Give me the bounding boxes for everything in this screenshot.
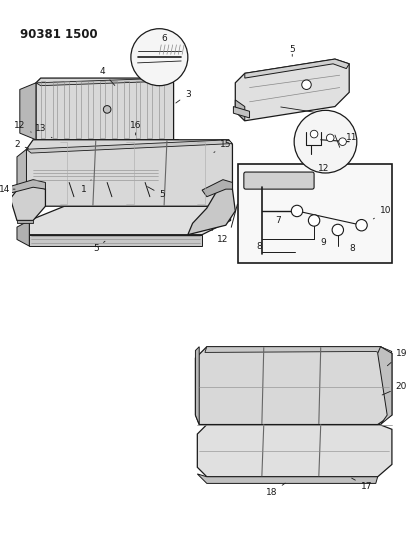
Circle shape [103, 106, 111, 113]
FancyBboxPatch shape [238, 164, 392, 263]
Circle shape [339, 138, 346, 146]
Circle shape [302, 80, 311, 90]
Text: 20: 20 [382, 382, 407, 395]
Circle shape [332, 224, 344, 236]
Text: 6: 6 [161, 34, 167, 43]
Polygon shape [17, 221, 33, 223]
Polygon shape [20, 154, 31, 182]
Text: 19: 19 [387, 349, 407, 366]
Circle shape [356, 220, 367, 231]
Polygon shape [36, 78, 174, 86]
Polygon shape [205, 346, 392, 356]
Text: 14: 14 [0, 184, 15, 193]
Circle shape [310, 130, 318, 138]
Text: 13: 13 [35, 124, 52, 138]
Text: 5: 5 [289, 45, 295, 54]
Polygon shape [29, 206, 230, 235]
Polygon shape [20, 83, 36, 140]
Text: 90381 1500: 90381 1500 [20, 28, 97, 41]
Polygon shape [10, 184, 46, 221]
Polygon shape [17, 149, 26, 201]
Circle shape [326, 134, 334, 142]
Circle shape [291, 205, 303, 216]
Polygon shape [197, 425, 392, 477]
Text: 7: 7 [275, 216, 281, 225]
Polygon shape [197, 474, 378, 483]
Polygon shape [195, 346, 199, 425]
Text: 8: 8 [256, 241, 262, 251]
Polygon shape [24, 140, 232, 206]
Text: 12: 12 [318, 164, 329, 173]
Polygon shape [29, 235, 202, 246]
Polygon shape [235, 100, 245, 121]
Text: 18: 18 [266, 483, 285, 497]
Text: 1: 1 [81, 180, 91, 193]
Text: 10: 10 [373, 206, 391, 219]
Polygon shape [245, 59, 349, 78]
Text: 17: 17 [352, 478, 372, 491]
Text: 4: 4 [100, 67, 115, 85]
Polygon shape [378, 346, 392, 425]
Polygon shape [195, 346, 392, 425]
Polygon shape [31, 168, 160, 182]
Text: 9: 9 [321, 238, 326, 247]
Text: 12: 12 [212, 230, 229, 244]
Text: 11: 11 [346, 133, 358, 142]
Polygon shape [235, 59, 349, 121]
Text: 2: 2 [14, 140, 28, 149]
Polygon shape [188, 185, 235, 235]
Text: 12: 12 [14, 121, 31, 132]
FancyBboxPatch shape [244, 172, 314, 189]
Polygon shape [202, 180, 232, 197]
Circle shape [131, 29, 188, 86]
Polygon shape [36, 78, 174, 140]
Text: 5: 5 [148, 187, 165, 199]
Text: 3: 3 [176, 90, 191, 103]
Text: 5: 5 [93, 241, 105, 253]
Polygon shape [7, 180, 46, 194]
Text: 8: 8 [349, 245, 355, 253]
Circle shape [309, 215, 320, 226]
Polygon shape [31, 140, 178, 168]
Text: 16: 16 [130, 121, 141, 135]
Text: 15: 15 [214, 140, 232, 152]
Circle shape [294, 110, 357, 173]
Polygon shape [26, 140, 232, 153]
Polygon shape [17, 221, 29, 246]
Polygon shape [233, 107, 249, 118]
